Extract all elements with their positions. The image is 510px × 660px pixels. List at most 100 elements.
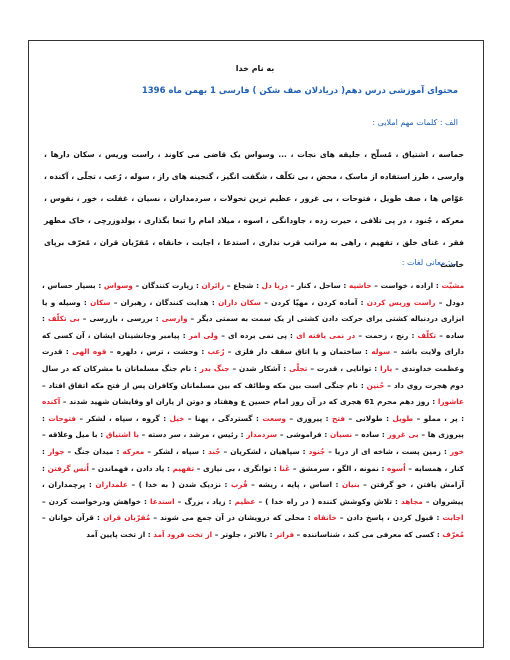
vocab-word: عاشورا: [430, 397, 464, 406]
vocab-meaning: خواهش ودرخواست کردن: [48, 496, 141, 506]
vocab-meaning: آرامش یافتن ، خو گرفتن: [370, 480, 465, 490]
vocab-meaning: میدان جنگ: [74, 446, 114, 456]
vocab-entry: خورزمین پست ، شاخه ای از دریا: [325, 447, 464, 456]
vocab-entry: سولهساختمان و یا اتاق سقف دار فلزی: [224, 347, 390, 356]
vocab-meaning: نام جنگی است بین مکه وطائف که بین مسلمان…: [48, 380, 358, 390]
vocab-meaning: پیروزی ها: [427, 430, 464, 440]
vocab-word: حاشیه: [341, 281, 372, 290]
vocab-meaning: پیامبر وجانشینان ایشان ، آن کسی که دارای…: [42, 330, 465, 357]
vocab-entry: فراتربالاتر ، جلوتر: [212, 530, 294, 539]
vocab-entry: فتحپیروزی: [286, 414, 345, 423]
title: محتوای آموزشی درس دهم( دریادلان صف شکن )…: [141, 86, 458, 96]
vocab-word: مُعرّف: [434, 530, 464, 539]
vocab-meaning: توانایی ، قدرت: [316, 363, 372, 373]
vocab-word: علمداران: [85, 480, 128, 489]
vocab-meaning: هدایت کنندگان ، رهبران: [120, 297, 209, 307]
vocab-meaning: نمونه ، الگو ، سرمشق: [299, 463, 379, 473]
vocab-meaning: بالاتر ، جلوتر: [220, 529, 268, 539]
vocab-word: رُعب: [198, 347, 224, 356]
vocab-word: دریا دل: [253, 281, 287, 290]
vocab-meaning: ساده: [446, 330, 465, 340]
vocab-entry: تکلّفرنج ، زحمت: [355, 331, 436, 340]
vocab-entry: سردمداررئیس ، مرشد ، سر دسته: [139, 430, 277, 439]
vocab-word: بنیان: [332, 480, 360, 489]
vocab-entry: راست وریس کردنآماده کردن ، مهیّا کردن: [261, 298, 436, 307]
vocab-word: مجاهد: [392, 497, 423, 506]
vocab-word: سکان داران: [209, 298, 261, 307]
vocab-entry: اجابتقبول کردن ، پاسخ دادن: [337, 513, 464, 522]
vocab-meaning: پی نمی برده ای: [227, 330, 287, 340]
vocab-entry: یاراتوانایی ، قدرت: [307, 364, 392, 373]
vocab-word: وسواس: [96, 281, 133, 290]
vocab-meaning: زیاد ، بزرگ: [184, 496, 226, 506]
vocab-word: یارا: [371, 364, 392, 373]
vocab-meaning: نام جنگ مسلمانان با مشرکان که در سال دوم…: [42, 363, 464, 390]
vocab-entry: عاشوراروز دهم محرم 61 هجری که در آن روز …: [60, 397, 464, 406]
vocab-word: عظیم: [226, 497, 256, 506]
vocab-meaning: یاد دادن ، فهماندن: [97, 463, 165, 473]
vocab-word: سردمدار: [238, 430, 277, 439]
vocab-entry: وارسیبررسی ، بازرسی: [80, 314, 188, 323]
vocab-word: خور: [441, 447, 464, 456]
vocab-entry: مُعرّفکسی که معرفی می کند ، شناساننده: [294, 530, 464, 539]
vocab-meaning: ساختمان و یا اتاق سقف دار فلزی: [234, 347, 362, 357]
vocab-word: جُنود: [300, 447, 326, 456]
vocab-meaning: با میل وعلاقه: [48, 430, 98, 440]
vocab-word: فتوحات: [42, 414, 76, 423]
vocab-word: بی غرور: [379, 430, 418, 439]
vocab-word: حُنین: [358, 381, 384, 390]
vocab-meaning: قبول کردن ، پاسخ دادن: [346, 513, 434, 523]
vocab-entry: حُنیننام جنگی است بین مکه وطائف که بین م…: [42, 381, 384, 390]
vocab-meaning: زمین پست ، شاخه ای از دریا: [334, 446, 441, 456]
vocab-meaning: سپاهیان ، لشکریان: [230, 446, 300, 456]
vocab-meaning: ساده: [361, 430, 380, 440]
vocab-word: جنگ بدر: [191, 364, 229, 373]
vocab-meaning: شجاع: [233, 281, 254, 290]
vocab-entry: تفهیمیاد دادن ، فهماندن: [89, 464, 194, 473]
vocab-meaning: سپاه ، لشکر: [154, 446, 200, 456]
vocab-meaning: رئیس ، مرشد ، سر دسته: [148, 430, 238, 440]
vocab-word: فراتر: [267, 530, 294, 539]
vocab-entry: در نمی یافته ایپی نمی برده ای: [218, 331, 355, 340]
vocab-entry: حاشیهساحل ، کنار: [288, 281, 372, 290]
vocab-entry: نسیانفراموشی: [277, 430, 352, 439]
vocab-word: نسیان: [322, 430, 352, 439]
vocab-entry: خیلگروه ، سپاه ، لشکر: [76, 414, 184, 423]
vocab-meaning: تلاش وکوشش کننده ( در راه خدا ): [265, 496, 393, 506]
vocab-meaning: توانگری ، بی نیازی: [203, 463, 272, 473]
vocab-entry: معرکهمیدان جنگ: [65, 447, 145, 456]
vocab-meaning: طولانی: [355, 413, 383, 423]
vocab-meaning: کنار ، همسایه: [414, 463, 465, 473]
vocab-entry: جُنودسپاهیان ، لشکریان: [220, 447, 325, 456]
vocab-word: جُند: [199, 447, 220, 456]
vocab-word: قوه الهی: [63, 347, 107, 356]
vocab-entry: استدعاخواهش ودرخواست کردن: [42, 497, 175, 506]
vocab-word: اُنس گرفتن: [42, 464, 89, 473]
vocab-meaning: گستردگی ، پهنا: [194, 413, 253, 423]
vocab-meaning: زیارت کنندگان: [141, 281, 194, 290]
spelling-words: حماسه ، اشتیاق ، مُسلّح ، جلیقه های نجات…: [44, 150, 464, 269]
vocab-entry: دریا دلشجاع: [224, 281, 288, 290]
vocab-word: از تخت فرود آمد: [145, 530, 212, 539]
vocab-meaning: پیروزی: [296, 413, 323, 423]
vocab-meaning: از تخت پایین آمد: [86, 529, 146, 539]
vocab-word: وسعت: [253, 414, 286, 423]
vocab-entry: غَناتوانگری ، بی نیازی: [194, 464, 290, 473]
vocab-word: تجلّی: [280, 364, 307, 373]
section-heading: الف : کلمات مهم املایی :: [372, 118, 458, 127]
vocab-meaning: بررسی ، بازرسی: [89, 314, 153, 324]
vocab-word: ولی امر: [180, 331, 218, 340]
vocab-word: تکلّف: [408, 331, 436, 340]
vocab-word: قُرب: [221, 480, 248, 489]
vocab-word: فتح: [322, 414, 345, 423]
vocab-meaning: نزدیک شدن ( به خدا ): [138, 480, 221, 490]
vocab-word: خیل: [160, 414, 185, 423]
vocab-word: مُقرّبان قران: [94, 513, 150, 522]
vocab-entry: خانقاهمحلی که درویشان در آن جمع می شوند: [150, 513, 337, 522]
page-border: [28, 40, 484, 648]
vocab-meaning: روز دهم محرم 61 هجری که در آن روز امام ح…: [69, 397, 430, 407]
vocab-meaning: آشکار شدن: [238, 363, 281, 373]
vocab-entry: رُعبوحشت ، ترس ، دلهره: [107, 347, 225, 356]
